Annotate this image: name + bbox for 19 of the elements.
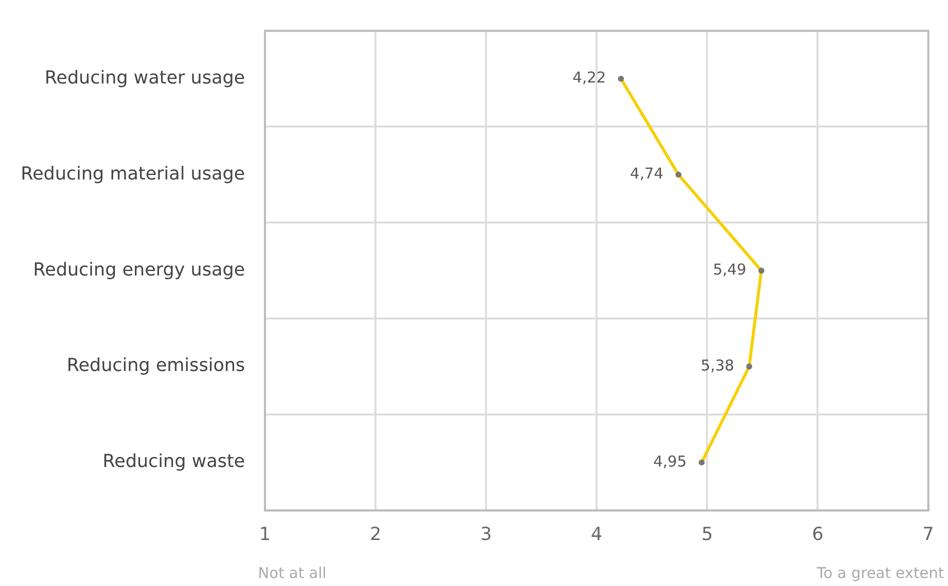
x-tick-label: 4 bbox=[590, 524, 602, 545]
y-tick-label: Reducing water usage bbox=[44, 67, 245, 88]
text: To a great extent bbox=[816, 564, 944, 582]
text: Not at all bbox=[258, 564, 326, 582]
data-label: 4,22 bbox=[572, 68, 606, 87]
data-label: 4,95 bbox=[653, 452, 687, 470]
x-tick-label: 3 bbox=[480, 524, 492, 545]
y-tick-label: Reducing waste bbox=[102, 451, 245, 472]
x-tick-label: 2 bbox=[370, 524, 382, 545]
data-label: 5,49 bbox=[712, 260, 746, 278]
y-tick-label: Reducing emissions bbox=[66, 355, 245, 376]
x-tick-label: 5 bbox=[701, 524, 713, 545]
x-tick-label: 6 bbox=[812, 524, 824, 545]
x-tick-label: 7 bbox=[922, 524, 934, 545]
y-tick-label: Reducing energy usage bbox=[33, 259, 245, 280]
data-label: 4,74 bbox=[630, 164, 664, 183]
data-label: 5,38 bbox=[700, 356, 734, 374]
y-tick-label: Reducing material usage bbox=[20, 163, 245, 184]
x-tick-label: 1 bbox=[259, 524, 271, 545]
